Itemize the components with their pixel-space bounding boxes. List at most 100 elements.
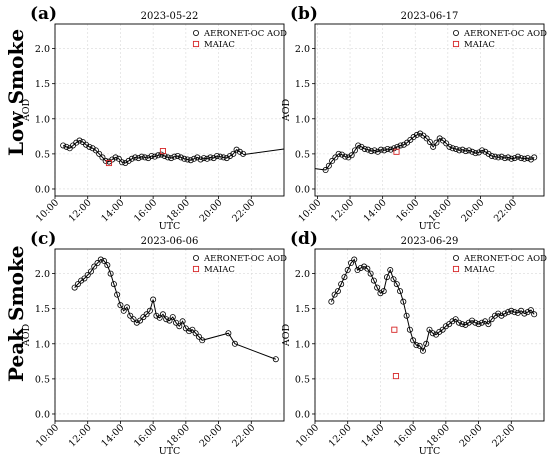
- data-point-aeronet: [416, 342, 423, 349]
- data-point-aeronet: [132, 154, 139, 161]
- panel-letter-b: (b): [290, 4, 318, 24]
- data-point-aeronet: [128, 155, 135, 162]
- data-point-aeronet: [71, 284, 78, 291]
- data-point-aeronet: [347, 260, 354, 267]
- plot-frame: [314, 23, 545, 197]
- data-point-aeronet: [348, 152, 355, 159]
- data-point-aeronet: [344, 267, 351, 274]
- chart-title: 2023-06-29: [401, 236, 459, 247]
- data-point-maiac: [392, 373, 400, 380]
- data-point-aeronet: [137, 317, 144, 324]
- legend-marker-maiac: [192, 40, 200, 48]
- data-point-aeronet: [168, 155, 175, 162]
- data-point-aeronet: [125, 157, 132, 164]
- legend-marker-aeronet: [192, 254, 199, 261]
- data-point-aeronet: [74, 281, 81, 288]
- legend-label-maiac: MAIAC: [464, 265, 495, 275]
- legend-label-maiac: MAIAC: [464, 40, 495, 50]
- plot-area: [60, 137, 284, 167]
- data-point-aeronet: [511, 155, 518, 162]
- data-point-aeronet: [338, 281, 345, 288]
- data-point-aeronet: [163, 316, 170, 323]
- data-point-aeronet: [130, 316, 137, 323]
- data-point-aeronet: [426, 326, 433, 333]
- data-point-aeronet: [220, 154, 227, 161]
- data-point-aeronet: [97, 256, 104, 263]
- legend-label-aeronet: AERONET-OC AOD: [203, 29, 287, 39]
- data-point-aeronet: [233, 146, 240, 153]
- data-point-aeronet: [335, 150, 342, 157]
- data-point-aeronet: [114, 291, 121, 298]
- plot-area: [71, 256, 279, 363]
- data-point-aeronet: [236, 148, 243, 155]
- data-point-maiac: [159, 148, 167, 155]
- data-point-aeronet: [169, 314, 176, 321]
- data-point-aeronet: [191, 155, 198, 162]
- data-point-aeronet: [240, 150, 247, 157]
- panel-letter-a: (a): [30, 4, 58, 24]
- x-tick-label: 12:00: [329, 197, 356, 224]
- data-point-aeronet: [521, 310, 528, 317]
- data-point-aeronet: [207, 154, 214, 161]
- x-tick-label: 16:00: [132, 197, 159, 224]
- data-point-aeronet: [101, 257, 108, 264]
- data-point-aeronet: [413, 131, 420, 138]
- chart-title: 2023-05-22: [141, 11, 199, 22]
- data-point-aeronet: [514, 309, 521, 316]
- data-point-aeronet: [133, 319, 140, 326]
- data-point-aeronet: [443, 140, 450, 147]
- plot-area: [315, 130, 538, 174]
- data-point-aeronet: [194, 154, 201, 161]
- y-tick-label: 1.0: [295, 339, 310, 350]
- legend-label-aeronet: AERONET-OC AOD: [203, 254, 287, 264]
- x-tick-label: 12:00: [327, 422, 354, 449]
- data-point-aeronet: [527, 307, 534, 314]
- data-point-aeronet: [63, 143, 70, 150]
- data-point-aeronet: [364, 265, 371, 272]
- data-point-aeronet: [345, 154, 352, 161]
- x-tick-label: 22:00: [492, 197, 519, 224]
- x-axis-label: UTC: [159, 446, 181, 457]
- data-point-aeronet: [184, 156, 191, 163]
- data-point-aeronet: [368, 148, 375, 155]
- data-point-maiac: [391, 326, 398, 333]
- data-point-aeronet: [371, 147, 378, 154]
- x-tick-label: 10:00: [34, 197, 61, 224]
- data-point-aeronet: [151, 153, 158, 160]
- data-point-aeronet: [423, 135, 430, 142]
- data-point-aeronet: [436, 328, 443, 335]
- data-point-aeronet: [524, 155, 531, 162]
- data-point-aeronet: [187, 157, 194, 164]
- data-point-aeronet: [495, 154, 502, 161]
- data-point-aeronet: [466, 147, 473, 154]
- x-tick-label: 14:00: [362, 197, 389, 224]
- data-point-aeronet: [94, 260, 101, 267]
- data-point-aeronet: [329, 157, 336, 164]
- x-tick-label: 20:00: [198, 422, 225, 449]
- data-point-aeronet: [485, 150, 492, 157]
- data-point-aeronet: [505, 309, 512, 316]
- data-point-aeronet: [117, 302, 124, 309]
- x-tick-label: 14:00: [99, 197, 126, 224]
- data-point-aeronet: [508, 155, 515, 162]
- data-point-aeronet: [204, 155, 211, 162]
- data-point-aeronet: [498, 153, 505, 160]
- data-point-aeronet: [462, 321, 469, 328]
- data-point-aeronet: [135, 155, 142, 162]
- data-point-aeronet: [446, 143, 453, 150]
- data-point-aeronet: [156, 314, 163, 321]
- data-point-aeronet: [514, 153, 521, 160]
- data-point-aeronet: [475, 321, 482, 328]
- data-point-aeronet: [141, 154, 148, 161]
- y-tick-label: 1.5: [35, 304, 50, 315]
- data-point-aeronet: [495, 310, 502, 317]
- chart-panel-a: 0.00.51.01.52.010:00 12:00 14:00 16:00 18:00…: [21, 11, 287, 232]
- data-point-aeronet: [87, 268, 94, 275]
- data-point-aeronet: [403, 312, 410, 319]
- x-tick-label: 16:00: [394, 197, 421, 224]
- data-point-aeronet: [452, 316, 459, 323]
- data-point-aeronet: [488, 316, 495, 323]
- data-point-aeronet: [171, 153, 178, 160]
- data-point-aeronet: [442, 323, 449, 330]
- data-point-aeronet: [511, 309, 518, 316]
